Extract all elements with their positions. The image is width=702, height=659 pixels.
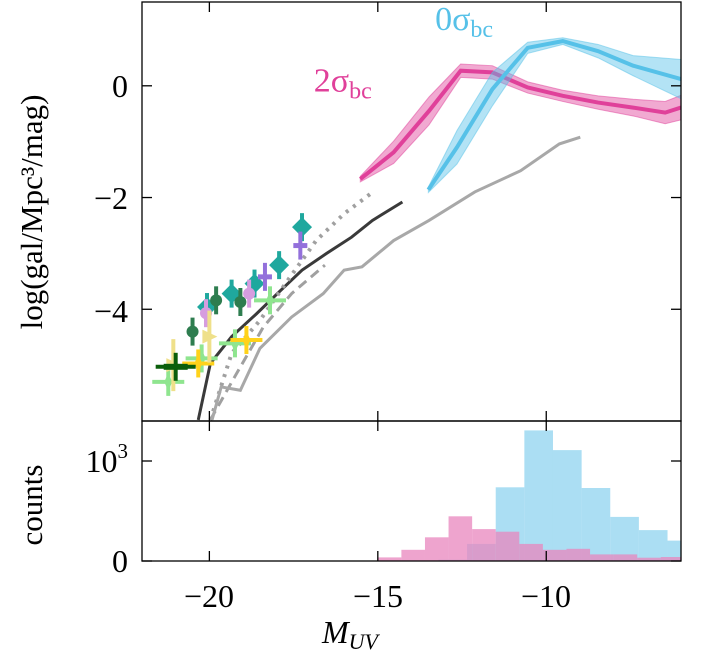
- annotation-0sigma: 0σbc: [435, 1, 493, 43]
- obs-marker-plus: [257, 274, 272, 280]
- hist-bar-0sigma: [524, 430, 553, 561]
- hist-bar-0sigma: [638, 530, 668, 561]
- x-axis-label: MUV: [321, 614, 381, 654]
- dotted-line-3: [208, 189, 376, 421]
- hist-bar-2sigma: [566, 548, 591, 561]
- hist-ytick-label-0: 0: [112, 543, 128, 579]
- model-line-1: [426, 39, 681, 191]
- obs-marker-plus: [293, 243, 308, 249]
- obs-marker-circle: [210, 294, 223, 307]
- obs-marker-circle: [234, 296, 247, 309]
- xtick-label-minus10: −10: [521, 578, 571, 614]
- uncertainty-band-0: [359, 63, 681, 183]
- axis-ticks: [142, 2, 681, 562]
- hist-bar-2sigma: [637, 557, 661, 561]
- ytick-label-minus4: −4: [94, 293, 128, 329]
- hist-bar-2sigma: [377, 557, 402, 561]
- obs-marker-star: [261, 291, 275, 310]
- obs-marker-circle: [186, 325, 199, 338]
- obs-marker-star: [189, 354, 203, 373]
- obs-marker-triangle: [202, 329, 218, 344]
- hist-bar-2sigma: [660, 557, 681, 561]
- hist-bar-0sigma: [667, 540, 681, 561]
- hist-bar-2sigma: [613, 554, 638, 561]
- hist-bar-2sigma: [424, 537, 449, 561]
- hist-bar-2sigma: [495, 531, 520, 561]
- model-line-0: [359, 68, 681, 181]
- ytick-label-minus2: −2: [94, 180, 128, 216]
- obs-marker-diamond-body: [269, 255, 290, 276]
- obs-marker-star: [237, 330, 251, 349]
- hist-bar-2sigma: [448, 516, 473, 561]
- hist-bar-0sigma: [610, 516, 639, 561]
- solid-line-2: [196, 200, 404, 421]
- obs-marker-star: [159, 372, 173, 391]
- obs-marker-diamond-body: [292, 217, 313, 238]
- xtick-label-minus20: −20: [184, 578, 234, 614]
- hist-bar-0sigma: [552, 450, 582, 561]
- hist-bar-2sigma: [519, 543, 543, 561]
- hist-bar-2sigma: [401, 549, 425, 561]
- dashed-line-4: [209, 263, 326, 421]
- obs-marker-pentagon: [243, 287, 256, 300]
- histogram-panel-plot: [377, 430, 681, 561]
- y-axis-label-bottom: counts: [14, 465, 49, 546]
- y-axis-label-top: log(gal/Mpc³/mag): [14, 95, 49, 330]
- histogram-panel-frame: [141, 420, 682, 562]
- hist-bar-2sigma: [542, 549, 567, 561]
- hist-ytick-label-1000: 103: [86, 439, 129, 479]
- main-panel-frame: [141, 1, 682, 422]
- hist-bar-2sigma: [590, 554, 614, 561]
- obs-marker-bar: [163, 363, 188, 370]
- uncertainty-band-1: [427, 37, 681, 194]
- xtick-label-minus15: −15: [353, 578, 403, 614]
- hist-bar-2sigma: [472, 529, 496, 561]
- main-panel-plot: [152, 37, 681, 421]
- ytick-label-0: 0: [112, 68, 128, 104]
- annotation-2sigma: 2σbc: [314, 62, 372, 104]
- solid-light-line-5: [210, 135, 581, 421]
